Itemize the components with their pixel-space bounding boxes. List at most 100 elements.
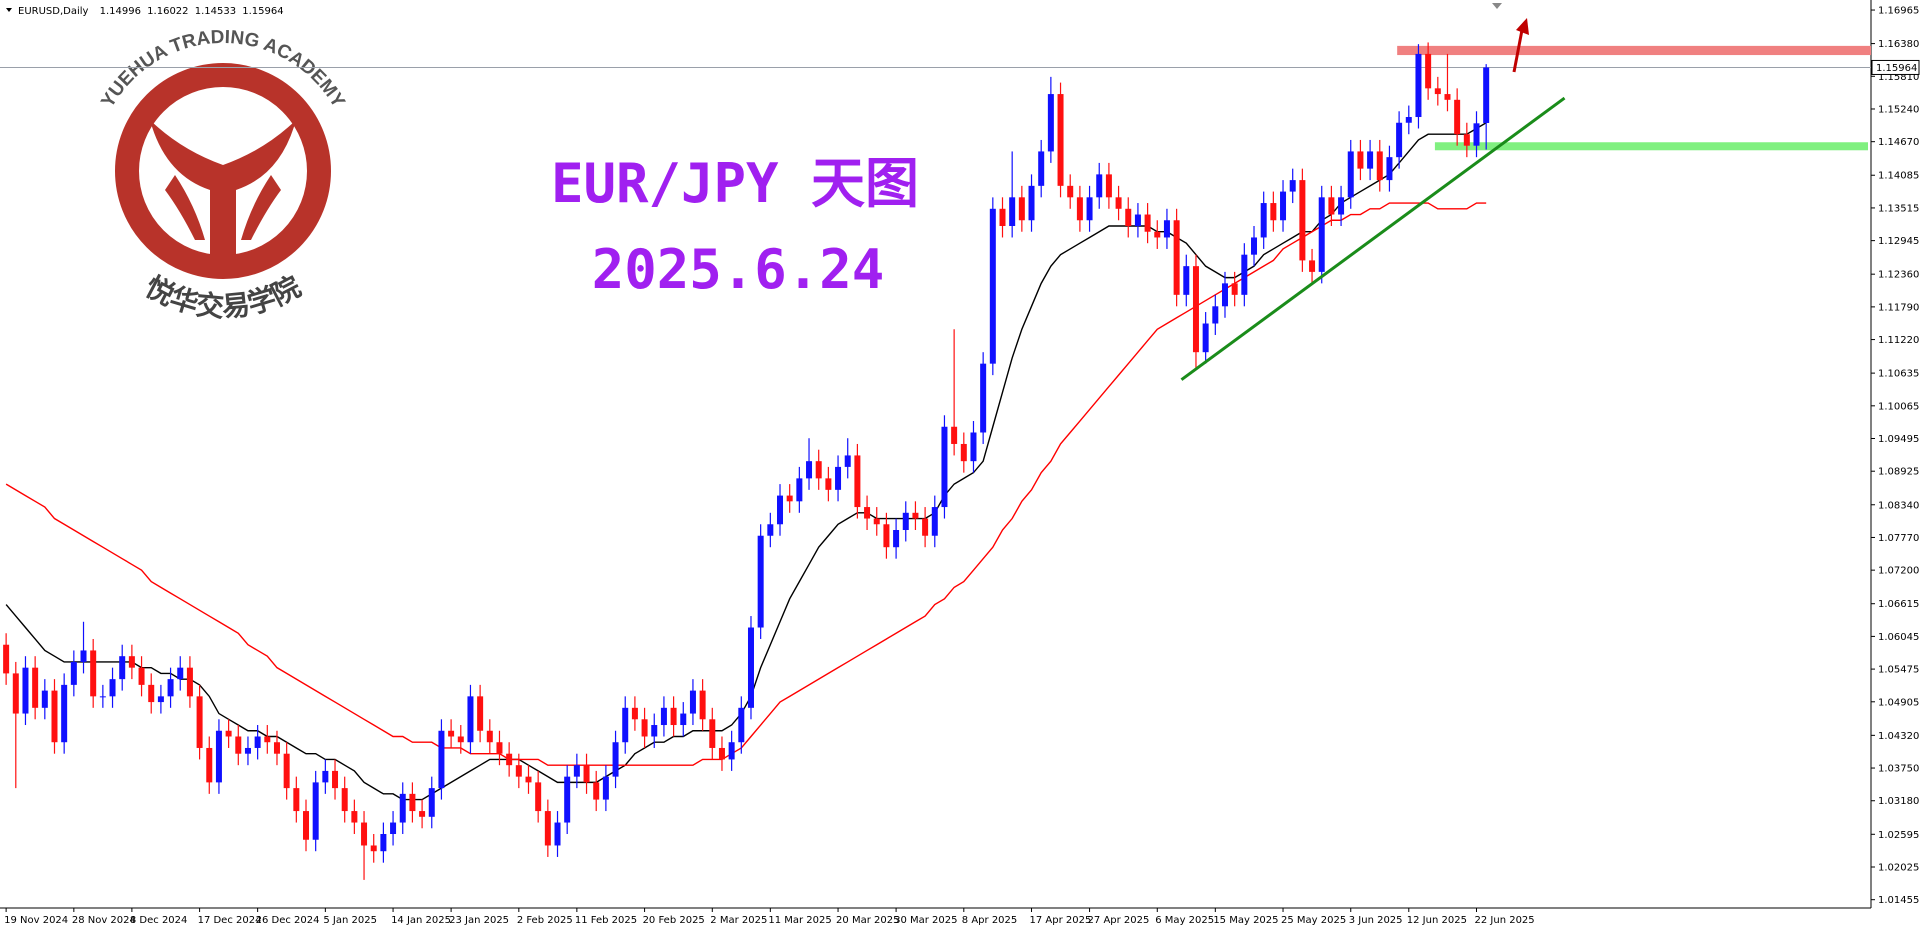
candle-body [1251,237,1258,255]
y-tick-label: 1.12360 [1878,270,1919,281]
y-tick-label: 1.03750 [1878,764,1919,775]
y-tick-label: 1.02025 [1878,862,1919,873]
candle-body [273,742,280,754]
candle-body [264,736,271,743]
candle-body [361,822,368,846]
candle-body [883,524,890,548]
y-tick-label: 1.16965 [1878,6,1919,17]
annotation-title: EUR/JPY 天图 [551,152,919,215]
candle-body [622,707,629,743]
candle-body [1280,191,1287,221]
candle-body [1212,306,1219,324]
y-tick-label: 1.13515 [1878,203,1919,214]
candle-body [1067,185,1074,198]
candle-body [32,667,39,708]
candle-body [80,650,87,662]
candle-body [1096,174,1103,198]
candle-body [767,524,774,536]
candle-body [448,730,455,737]
candle-body [206,747,213,783]
candle-body [835,466,842,490]
price-label-box [1871,59,1920,75]
candle-body [680,713,687,726]
x-tick-label: 20 Mar 2025 [836,915,899,926]
y-tick-label: 1.07770 [1878,533,1919,544]
logo-emblem [150,120,296,265]
header-marker [6,8,12,12]
header-high: 1.16022 [147,6,188,17]
x-tick-label: 30 Mar 2025 [894,915,957,926]
candle-body [380,834,387,852]
candle-body [1376,151,1383,181]
candle-body [931,507,938,536]
candle-body [12,673,19,714]
candle-body [22,667,29,714]
candle-body [912,512,919,519]
y-tick-label: 1.08925 [1878,467,1919,478]
candle-body [138,667,145,685]
candle-body [854,455,861,508]
candle-body [1367,151,1374,169]
y-tick-label: 1.11790 [1878,302,1919,313]
candle-body [332,770,339,789]
x-tick-label: 15 May 2025 [1213,915,1278,926]
candle-body [922,518,929,536]
candle-body [525,776,532,783]
candle-body [777,495,784,525]
candle-body [351,811,358,823]
y-tick-label: 1.06045 [1878,632,1919,643]
candle-body [554,822,561,846]
candle-body [1231,283,1238,295]
x-tick-label: 12 Jun 2025 [1407,915,1467,926]
header-low: 1.14533 [195,6,236,17]
annotation-date: 2025.6.24 [592,238,885,301]
candle-body [583,765,590,783]
candle-body [1434,88,1441,95]
candle-body [157,696,164,703]
y-tick-label: 1.07200 [1878,566,1919,577]
x-tick-label: 23 Jan 2025 [449,915,509,926]
candle-body [1405,117,1412,123]
x-tick-label: 26 Dec 2024 [256,915,320,926]
candle-body [1105,174,1112,198]
candle-body [1260,203,1267,238]
candle-body [1202,323,1209,353]
candle-body [409,793,416,812]
candle-body [786,495,793,502]
candle-body [1047,94,1054,152]
candle-body [1396,122,1403,158]
candle-body [1009,197,1016,226]
candle-body [1483,67,1490,123]
candle-body [709,719,716,748]
candle-body [477,696,484,731]
candle-body [757,535,764,628]
candle-body [225,730,232,737]
candle-body [244,747,251,754]
candle-body [148,684,155,703]
y-tick-label: 1.06615 [1878,599,1919,610]
candle-body [1425,53,1432,89]
candle-body [90,650,97,697]
y-tick-label: 1.03180 [1878,796,1919,807]
logo-emblem-wings [165,175,281,240]
candle-body [1347,151,1354,198]
candle-body [1289,180,1296,192]
x-tick-label: 17 Dec 2024 [198,915,262,926]
candle-body [651,725,658,737]
zone [1434,142,1868,151]
candle-body [1028,185,1035,221]
candle-body [728,742,735,760]
y-tick-label: 1.05475 [1878,665,1919,676]
x-tick-label: 8 Apr 2025 [962,915,1017,926]
candle-body [293,788,300,812]
candle-body [1463,134,1470,146]
x-tick-label: 19 Nov 2024 [4,915,68,926]
trendline [1180,96,1566,381]
candle-body [738,707,745,743]
symbol: EURUSD,Daily [18,6,89,17]
candle-body [864,507,871,519]
candle-body [1386,157,1393,181]
y-tick-label: 1.12945 [1878,236,1919,247]
candle-body [457,736,464,743]
